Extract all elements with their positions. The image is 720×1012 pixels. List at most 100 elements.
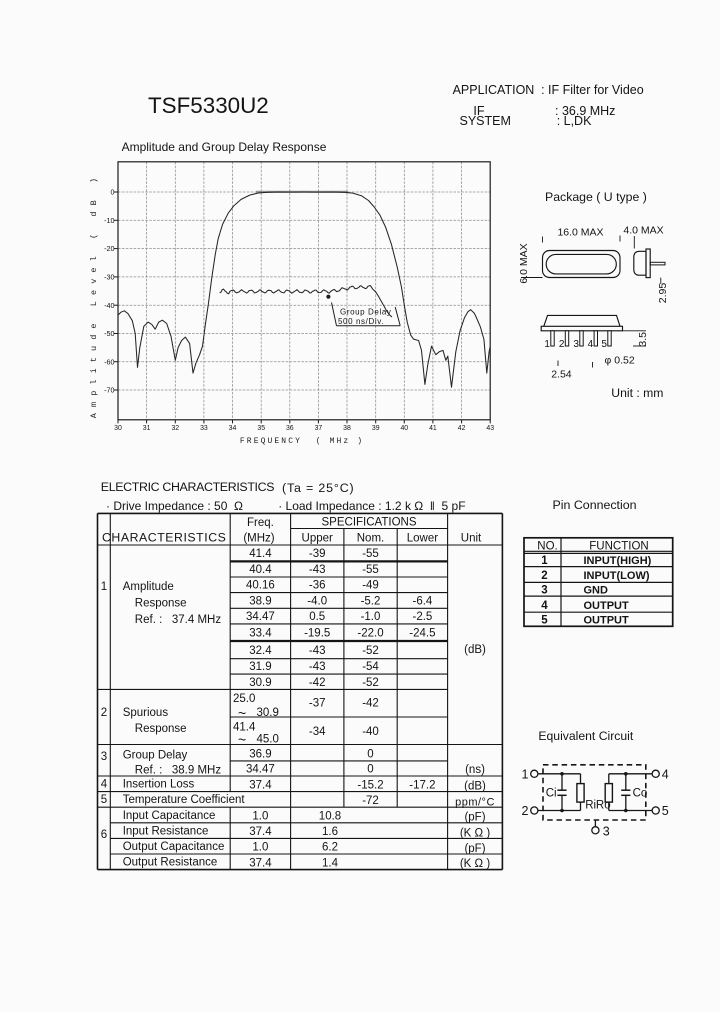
svg-text:3: 3	[101, 751, 107, 763]
svg-text:4: 4	[541, 600, 548, 612]
svg-text:(K Ω ): (K Ω )	[460, 827, 490, 839]
svg-text:2: 2	[101, 707, 107, 719]
svg-text:2.54: 2.54	[551, 368, 572, 380]
svg-text:Co: Co	[633, 788, 648, 800]
svg-text:16.0 MAX: 16.0 MAX	[557, 227, 603, 239]
svg-text:-55: -55	[362, 564, 379, 576]
svg-text:-4.0: -4.0	[307, 595, 327, 607]
svg-text:33: 33	[200, 425, 208, 432]
svg-text:3: 3	[573, 339, 579, 350]
svg-text:30.9: 30.9	[249, 677, 271, 689]
svg-text:42: 42	[458, 425, 466, 432]
svg-text:Output Resistance: Output Resistance	[123, 857, 218, 869]
svg-text:-37: -37	[309, 698, 326, 710]
svg-text:37.4: 37.4	[249, 779, 272, 791]
svg-text:Input Resistance: Input Resistance	[123, 826, 209, 838]
svg-text:32.4: 32.4	[249, 645, 272, 657]
svg-text:0: 0	[367, 748, 373, 760]
svg-text:37.4: 37.4	[249, 857, 272, 869]
svg-text:-34: -34	[309, 726, 326, 738]
svg-text:Amplitude Level ( dB ): Amplitude Level ( dB )	[89, 172, 99, 418]
svg-text:-55: -55	[362, 548, 379, 560]
svg-text:1: 1	[522, 767, 529, 781]
svg-text:-43: -43	[309, 661, 326, 673]
svg-text:39: 39	[372, 425, 380, 432]
svg-text:0: 0	[111, 188, 115, 197]
svg-text:34.47: 34.47	[246, 764, 275, 776]
svg-text:0: 0	[367, 764, 373, 776]
svg-text:Amplitude: Amplitude	[123, 581, 174, 593]
svg-text:-10: -10	[104, 216, 114, 225]
svg-text:30.9: 30.9	[257, 707, 279, 719]
svg-text:1: 1	[101, 581, 107, 593]
svg-text:2: 2	[559, 339, 565, 350]
svg-text:2: 2	[541, 570, 547, 582]
svg-text:FREQUENCY ( MHz ): FREQUENCY ( MHz )	[240, 437, 364, 446]
svg-text:ppm/°C: ppm/°C	[455, 797, 495, 809]
svg-text:-42: -42	[362, 698, 379, 710]
svg-text:Ro: Ro	[596, 800, 611, 812]
svg-text:5: 5	[601, 339, 607, 350]
svg-text:Lower: Lower	[407, 533, 438, 545]
svg-text:-1.0: -1.0	[361, 611, 381, 623]
svg-text:4: 4	[101, 779, 108, 791]
svg-text:37: 37	[315, 425, 323, 432]
svg-text:~: ~	[238, 705, 246, 721]
svg-text:6.0 MAX: 6.0 MAX	[518, 243, 530, 283]
svg-text:33.4: 33.4	[249, 628, 272, 640]
svg-text:OUTPUT: OUTPUT	[584, 614, 630, 626]
svg-text:-6.4: -6.4	[412, 595, 432, 607]
svg-text:INPUT(LOW): INPUT(LOW)	[584, 570, 650, 582]
svg-text:FUNCTION: FUNCTION	[589, 541, 648, 553]
svg-text:2: 2	[522, 804, 529, 818]
svg-text:NO.: NO.	[537, 541, 557, 553]
svg-text:Temperature Coefficient: Temperature Coefficient	[123, 794, 246, 806]
svg-text:OUTPUT: OUTPUT	[584, 600, 630, 612]
svg-text:45.0: 45.0	[257, 734, 279, 746]
svg-text:1.0: 1.0	[252, 811, 268, 823]
svg-text:-5.2: -5.2	[361, 595, 381, 607]
svg-text:35: 35	[257, 425, 265, 432]
svg-text:Upper: Upper	[302, 533, 333, 545]
svg-text:1.6: 1.6	[322, 826, 338, 838]
svg-text:41.4: 41.4	[249, 548, 272, 560]
svg-text:-2.5: -2.5	[412, 611, 432, 623]
svg-text:-15.2: -15.2	[357, 779, 383, 791]
svg-text:INPUT(HIGH): INPUT(HIGH)	[584, 555, 652, 567]
svg-text:34.47: 34.47	[246, 611, 275, 623]
svg-text:Ci: Ci	[546, 788, 557, 800]
svg-text:Ref. : 38.9 MHz: Ref. : 38.9 MHz	[135, 765, 222, 777]
svg-text:1: 1	[544, 339, 550, 350]
svg-text:(dB): (dB)	[464, 644, 486, 656]
svg-text:-20: -20	[104, 244, 114, 253]
svg-text:31.9: 31.9	[249, 661, 271, 673]
svg-text:-36: -36	[309, 580, 326, 592]
svg-text:-60: -60	[104, 357, 114, 366]
svg-text:-30: -30	[104, 273, 114, 282]
svg-text:SPECIFICATIONS: SPECIFICATIONS	[322, 516, 417, 528]
svg-text:Insertion Loss: Insertion Loss	[123, 779, 195, 791]
svg-text:10.8: 10.8	[319, 811, 341, 823]
svg-text:36: 36	[286, 425, 294, 432]
svg-text:(pF): (pF)	[464, 812, 485, 824]
svg-text:2.95: 2.95	[657, 283, 669, 304]
svg-text:-19.5: -19.5	[304, 628, 330, 640]
svg-text:4: 4	[662, 767, 669, 781]
svg-text:3.5: 3.5	[637, 332, 649, 347]
svg-text:-49: -49	[362, 580, 379, 592]
svg-text:φ 0.52: φ 0.52	[605, 355, 635, 367]
svg-text:3: 3	[603, 825, 610, 839]
svg-text:Nom.: Nom.	[357, 533, 384, 545]
svg-text:5: 5	[662, 804, 669, 818]
svg-text:-72: -72	[362, 795, 379, 807]
svg-text:-52: -52	[362, 645, 379, 657]
svg-text:(ns): (ns)	[465, 764, 485, 776]
svg-text:34: 34	[229, 425, 237, 432]
svg-text:4.0 MAX: 4.0 MAX	[623, 225, 663, 237]
svg-text:Spurious: Spurious	[123, 707, 169, 719]
svg-text:-17.2: -17.2	[409, 779, 435, 791]
svg-text:~: ~	[238, 732, 246, 748]
svg-text:6.2: 6.2	[322, 842, 338, 854]
svg-text:-43: -43	[309, 645, 326, 657]
svg-text:1: 1	[541, 555, 548, 567]
